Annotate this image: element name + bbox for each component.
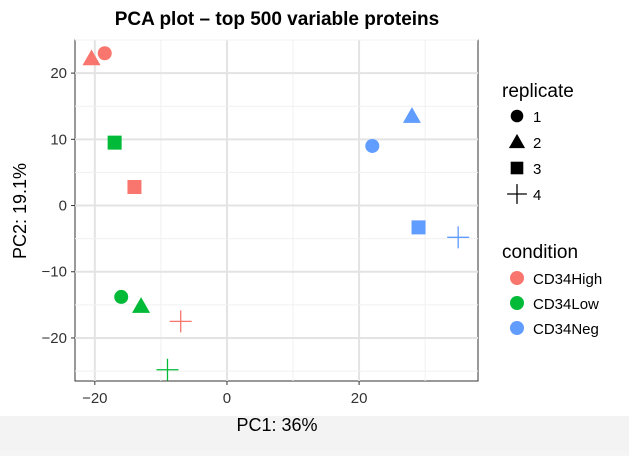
point-cd34low-rep3: [107, 135, 122, 150]
point-cd34high-rep4: [169, 310, 192, 333]
legend-key-triangle: [508, 133, 526, 149]
legend-replicate: replicate 1 2 3 4: [502, 81, 574, 204]
legend-condition-label: CD34Neg: [533, 321, 599, 338]
legend-replicate-label: 3: [533, 161, 541, 178]
legend-key-plus: [507, 184, 527, 204]
point-cd34low-rep1: [114, 289, 129, 304]
legend-key-circle: [510, 109, 524, 123]
point-cd34low-rep4: [156, 358, 179, 381]
legend-key-square: [510, 161, 524, 175]
chart-title: PCA plot – top 500 variable proteins: [115, 9, 439, 30]
point-cd34neg-rep4: [447, 226, 470, 249]
x-tick-label: 0: [223, 390, 231, 407]
point-cd34high-rep2: [82, 49, 101, 66]
x-tick-label: −20: [82, 390, 107, 407]
grid: [75, 39, 478, 381]
legend-condition-label: CD34Low: [533, 296, 599, 313]
legend-replicate-title: replicate: [502, 81, 574, 102]
y-axis: −20 −10 0 10 20: [42, 65, 75, 347]
x-tick-label: 20: [351, 390, 368, 407]
legend-key-cd34neg: [510, 321, 524, 335]
point-cd34neg-rep2: [402, 107, 421, 123]
page-footer-strip: [0, 416, 629, 451]
legend-replicate-label: 2: [533, 135, 541, 152]
legend-replicate-label: 4: [533, 187, 541, 204]
legend-condition-title: condition: [502, 242, 578, 263]
legend-condition-label: CD34High: [533, 271, 602, 288]
y-tick-label: 10: [50, 131, 67, 148]
legend-key-cd34low: [510, 296, 524, 310]
x-axis: −20 0 20: [82, 381, 367, 407]
data-points: [82, 46, 470, 381]
y-axis-label: PC2: 19.1%: [10, 163, 30, 259]
legend-condition: condition CD34High CD34Low CD34Neg: [502, 242, 602, 338]
panel-border: [74, 39, 479, 382]
point-cd34high-rep3: [127, 179, 142, 194]
legend-key-cd34high: [510, 271, 524, 285]
y-tick-label: −20: [42, 330, 67, 347]
point-cd34high-rep1: [97, 46, 112, 61]
y-tick-label: −10: [42, 264, 67, 281]
point-cd34low-rep2: [132, 297, 151, 313]
y-tick-label: 0: [59, 198, 67, 215]
y-tick-label: 20: [50, 65, 67, 82]
x-axis-label: PC1: 36%: [236, 415, 317, 435]
point-cd34neg-rep3: [411, 220, 426, 235]
point-cd34neg-rep1: [365, 138, 380, 153]
plot-panel: [74, 39, 479, 382]
legend-replicate-label: 1: [533, 109, 541, 126]
